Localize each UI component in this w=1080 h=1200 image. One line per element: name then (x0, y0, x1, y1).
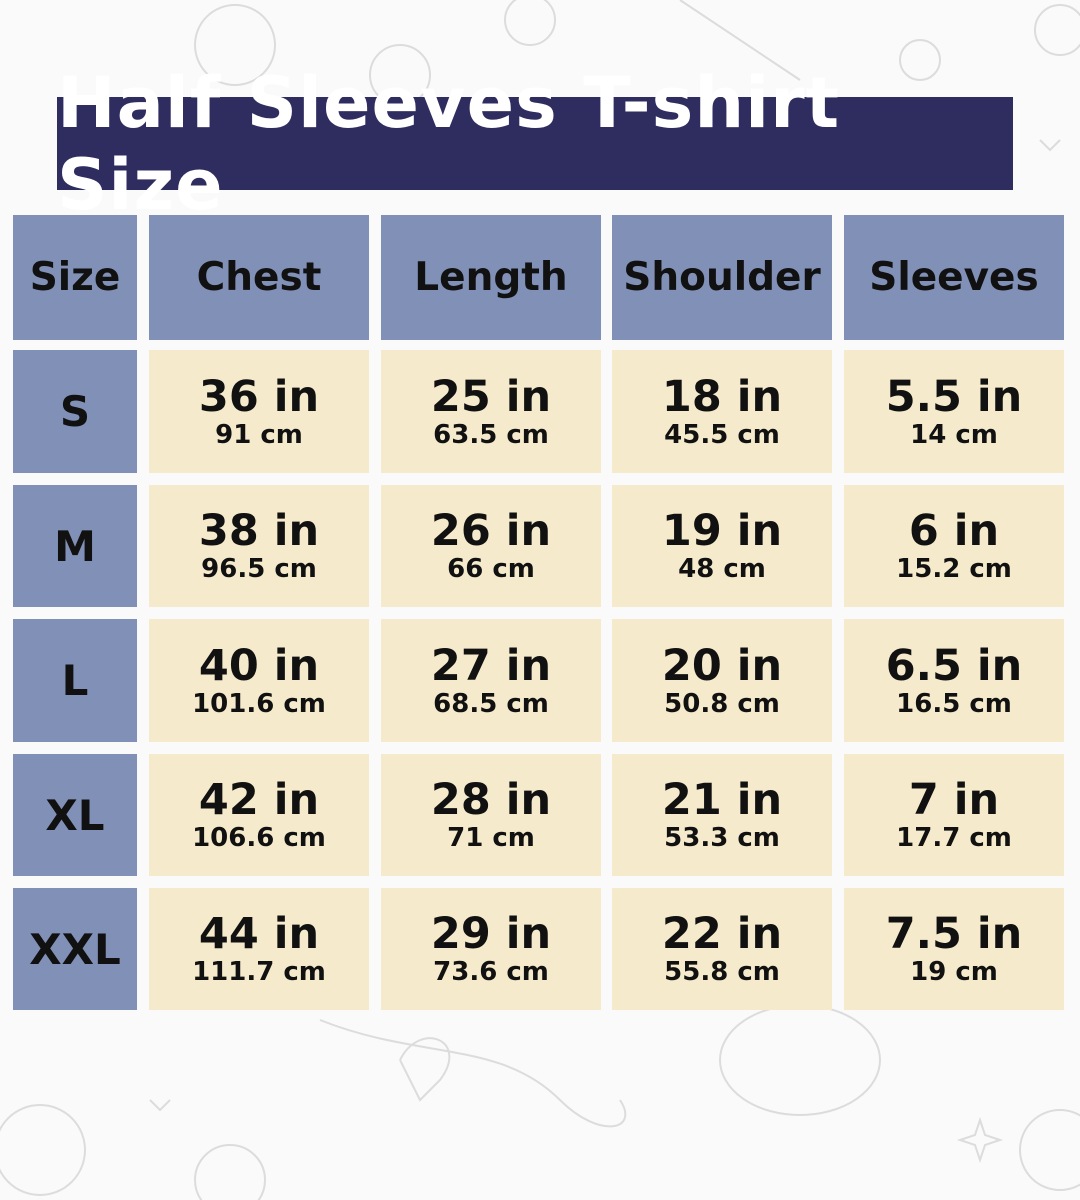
inch-value: 21 in (661, 775, 783, 825)
inch-value: 20 in (661, 640, 783, 691)
table-cell: 29 in 73.6 cm (381, 888, 601, 1010)
header-length: Length (381, 215, 601, 340)
table-cell: 22 in 55.8 cm (612, 888, 832, 1010)
inch-value: 40 in (198, 640, 320, 691)
table-cell: 7 in 17.7 cm (844, 754, 1064, 876)
cm-value: 17.7 cm (896, 823, 1012, 853)
header-chest: Chest (149, 215, 369, 340)
cm-value: 63.5 cm (433, 419, 549, 450)
inch-value: 6.5 in (885, 640, 1023, 691)
header-sleeves: Sleeves (844, 215, 1064, 340)
table-cell: 44 in 111.7 cm (149, 888, 369, 1010)
size-label: XXL (13, 888, 137, 1010)
table-cell: 36 in 91 cm (149, 350, 369, 473)
table-cell: 5.5 in 14 cm (844, 350, 1064, 473)
cm-value: 53.3 cm (664, 823, 780, 853)
size-label: L (13, 619, 137, 742)
table-cell: 40 in 101.6 cm (149, 619, 369, 742)
cm-value: 96.5 cm (201, 554, 317, 584)
inch-value: 7 in (908, 775, 1000, 825)
inch-value: 18 in (661, 371, 783, 422)
table-cell: 20 in 50.8 cm (612, 619, 832, 742)
cm-value: 111.7 cm (192, 957, 326, 987)
table-cell: 19 in 48 cm (612, 485, 832, 607)
cm-value: 101.6 cm (192, 688, 326, 719)
cm-value: 50.8 cm (664, 688, 780, 719)
table-cell: 42 in 106.6 cm (149, 754, 369, 876)
cm-value: 19 cm (910, 957, 998, 987)
size-label: S (13, 350, 137, 473)
inch-value: 19 in (661, 506, 783, 556)
inch-value: 6 in (908, 506, 1000, 556)
size-label: M (13, 485, 137, 607)
header-size: Size (13, 215, 137, 340)
inch-value: 38 in (198, 506, 320, 556)
page-title: Half Sleeves T-shirt Size (57, 62, 1013, 226)
inch-value: 5.5 in (885, 371, 1023, 422)
inch-value: 29 in (430, 909, 552, 959)
table-cell: 28 in 71 cm (381, 754, 601, 876)
table-cell: 26 in 66 cm (381, 485, 601, 607)
inch-value: 44 in (198, 909, 320, 959)
inch-value: 7.5 in (885, 909, 1023, 959)
cm-value: 48 cm (678, 554, 766, 584)
inch-value: 42 in (198, 775, 320, 825)
inch-value: 36 in (198, 371, 320, 422)
cm-value: 91 cm (215, 419, 303, 450)
size-label: XL (13, 754, 137, 876)
table-cell: 7.5 in 19 cm (844, 888, 1064, 1010)
inch-value: 28 in (430, 775, 552, 825)
table-cell: 38 in 96.5 cm (149, 485, 369, 607)
cm-value: 66 cm (447, 554, 535, 584)
cm-value: 15.2 cm (896, 554, 1012, 584)
inch-value: 27 in (430, 640, 552, 691)
table-cell: 27 in 68.5 cm (381, 619, 601, 742)
cm-value: 14 cm (910, 419, 998, 450)
table-cell: 21 in 53.3 cm (612, 754, 832, 876)
inch-value: 26 in (430, 506, 552, 556)
cm-value: 71 cm (447, 823, 535, 853)
header-shoulder: Shoulder (612, 215, 832, 340)
cm-value: 106.6 cm (192, 823, 326, 853)
table-cell: 18 in 45.5 cm (612, 350, 832, 473)
cm-value: 45.5 cm (664, 419, 780, 450)
inch-value: 22 in (661, 909, 783, 959)
cm-value: 16.5 cm (896, 688, 1012, 719)
cm-value: 68.5 cm (433, 688, 549, 719)
inch-value: 25 in (430, 371, 552, 422)
table-cell: 25 in 63.5 cm (381, 350, 601, 473)
table-cell: 6 in 15.2 cm (844, 485, 1064, 607)
table-cell: 6.5 in 16.5 cm (844, 619, 1064, 742)
cm-value: 55.8 cm (664, 957, 780, 987)
cm-value: 73.6 cm (433, 957, 549, 987)
